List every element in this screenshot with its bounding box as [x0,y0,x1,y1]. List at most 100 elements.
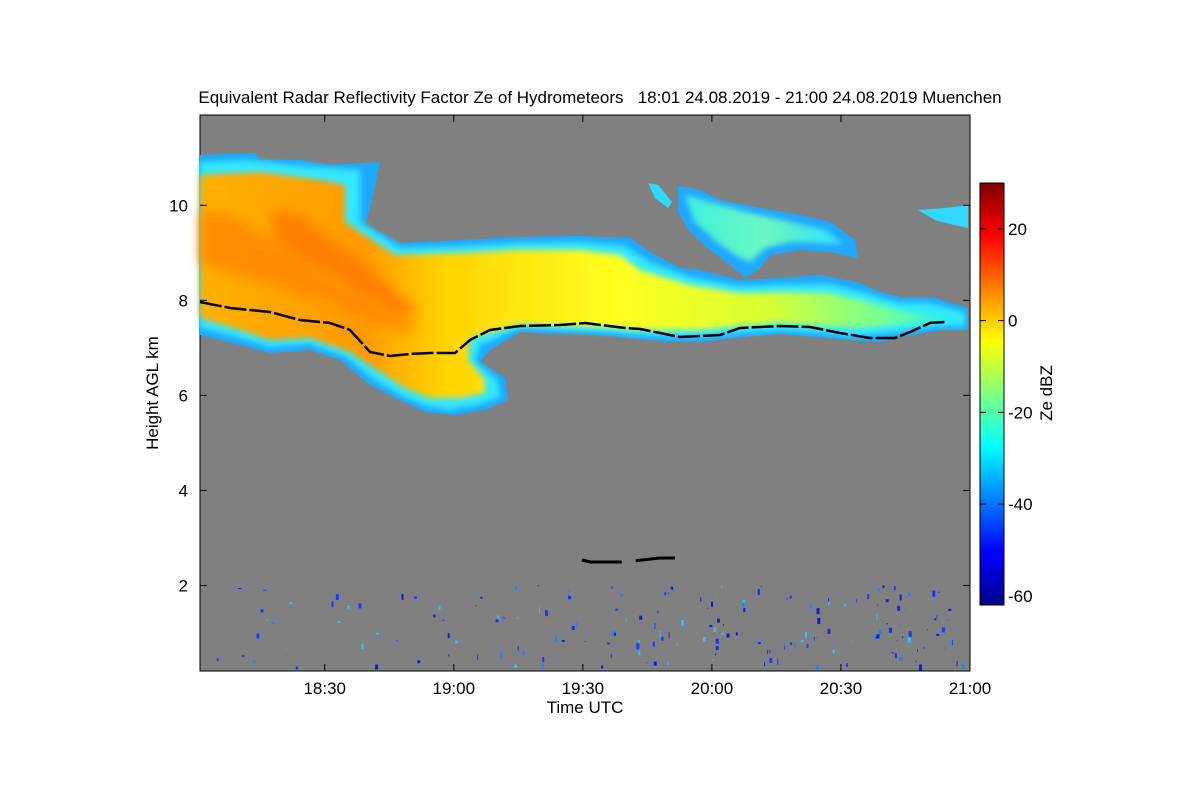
clutter-speckle [877,588,880,592]
x-axis: 18:30 19:00 19:30 20:00 20:30 21:00 [303,115,991,698]
clutter-speckle [786,597,788,600]
small-fragment [648,183,672,208]
clutter-speckle [361,643,364,649]
colorbar-label: Ze dBZ [1037,365,1056,421]
clutter-speckle [514,664,518,668]
clutter-speckle [806,644,809,649]
clutter-speckle [375,664,379,670]
y-tick-label: 8 [179,291,188,310]
clutter-speckle [335,594,339,601]
clutter-speckle [926,629,928,631]
clutter-speckle [263,589,267,591]
clutter-speckle [907,636,911,642]
clutter-speckle [377,661,379,663]
upper-right-fragment [918,205,968,228]
clutter-speckle [896,640,898,642]
clutter-speckle [766,650,768,655]
clutter-speckle [712,593,714,596]
clutter-speckle [878,629,882,634]
clutter-speckle [882,585,885,589]
clutter-speckle [735,632,738,636]
clutter-speckle [606,642,610,645]
x-tick-label: 19:30 [562,679,605,698]
x-tick-label: 19:00 [433,679,476,698]
clutter-speckle [827,597,829,601]
clutter-speckle [723,623,725,626]
clutter-speckle [541,663,544,669]
clutter-speckle [654,623,656,630]
clutter-speckle [742,601,745,607]
clutter-speckle [516,617,519,619]
clutter-speckle [495,619,499,623]
clutter-speckle [948,608,952,611]
clutter-speckle [571,626,575,631]
clutter-speckle [537,585,540,587]
clutter-speckle [238,587,242,589]
clutter-speckle [784,645,786,650]
ground-clutter-speckles [216,585,965,671]
clutter-speckle [417,660,421,664]
clutter-speckle [711,601,714,607]
clutter-speckle [888,627,892,633]
clutter-speckle [899,594,902,601]
clutter-speckle [442,619,445,621]
clutter-speckle [502,617,506,619]
y-tick-label: 6 [179,386,188,405]
clutter-speckle [832,649,835,654]
clutter-speckle [625,618,627,622]
clutter-speckle [815,665,819,671]
clutter-speckle [337,620,341,623]
clutter-speckle [893,586,896,591]
clutter-speckle [477,653,479,660]
clutter-speckle [941,627,945,633]
clutter-speckle [910,609,912,611]
clutter-speckle [646,662,648,664]
clutter-speckle [344,607,347,609]
y-tick-label: 2 [179,576,188,595]
chart-title: Equivalent Radar Reflectivity Factor Ze … [198,88,1002,107]
clutter-speckle [915,660,917,663]
clutter-speckle [800,639,804,642]
clutter-speckle [448,654,450,657]
clutter-speckle [721,586,723,589]
clutter-speckle [934,618,937,621]
clutter-speckle [652,641,655,647]
clutter-speckle [668,631,670,638]
y-axis-label: Height AGL km [143,336,162,450]
clutter-speckle [899,625,901,628]
clutter-speckle [522,650,525,655]
clutter-speckle [477,590,479,593]
clutter-speckle [576,622,578,629]
clutter-speckle [867,594,870,600]
clutter-speckle [664,592,667,596]
clutter-speckle [777,658,779,665]
clutter-speckle [542,657,545,663]
clutter-speckle [700,597,702,602]
clutter-speckle [636,643,640,650]
low-level-black-line [581,556,675,564]
clutter-speckle [794,642,796,648]
clutter-speckle [852,640,854,642]
colorbar-tick-label: 20 [1008,220,1027,239]
clutter-speckle [843,603,846,607]
clutter-speckle [271,622,275,625]
clutter-speckle [661,636,664,641]
clutter-speckle [726,633,730,638]
colorbar-tick-label: 0 [1008,312,1017,331]
clutter-speckle [757,589,760,596]
clutter-speckle [897,605,901,611]
clutter-speckle [876,614,878,621]
clutter-speckle [951,639,953,645]
clutter-speckle [613,632,616,636]
x-axis-label: Time UTC [547,698,624,717]
clutter-speckle [500,652,503,659]
clutter-speckle [671,586,674,590]
clutter-speckle [886,623,889,625]
clutter-speckle [346,605,350,609]
x-tick-label: 20:00 [691,679,734,698]
clutter-speckle [667,592,669,594]
colorbar-tick-label: -60 [1008,587,1033,606]
clutter-speckle [653,661,657,666]
clutter-speckle [667,660,669,666]
